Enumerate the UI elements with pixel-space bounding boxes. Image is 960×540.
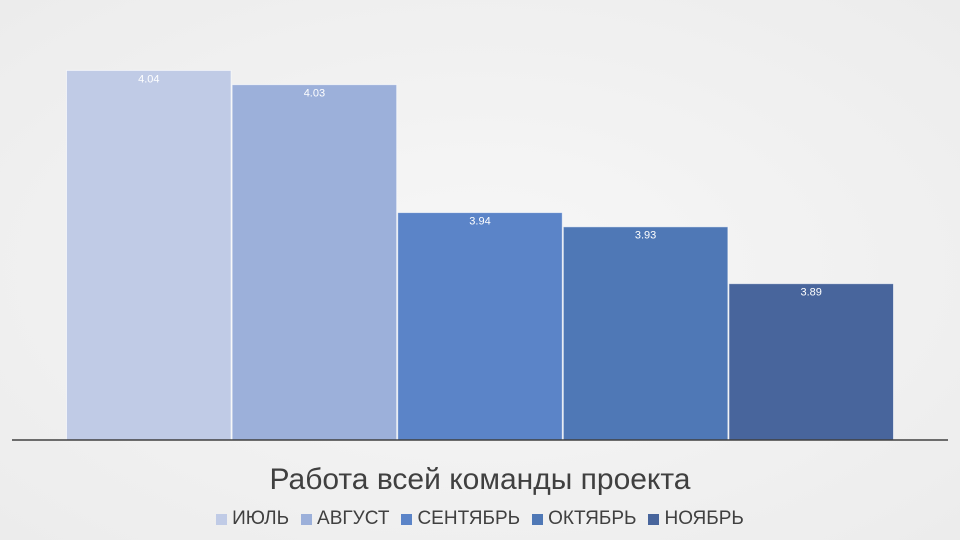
legend-item: ОКТЯБРЬ xyxy=(532,508,636,530)
legend-swatch xyxy=(648,513,660,525)
legend-label: ОКТЯБРЬ xyxy=(548,508,637,529)
legend: ИЮЛЬ АВГУСТ СЕНТЯБРЬ ОКТЯБРЬ НОЯБРЬ xyxy=(0,508,960,530)
bar xyxy=(397,212,563,441)
chart-title: Работа всей команды проекта xyxy=(270,463,691,496)
legend-swatch xyxy=(216,513,228,525)
legend-label: АВГУСТ xyxy=(317,508,390,529)
data-label: 4.03 xyxy=(304,88,325,100)
data-label: 4.04 xyxy=(138,73,159,85)
legend-label: НОЯБРЬ xyxy=(664,508,744,529)
bar xyxy=(66,69,232,441)
legend-swatch xyxy=(401,513,413,525)
legend-swatch xyxy=(301,513,313,525)
data-label: 3.89 xyxy=(800,287,821,299)
legend-item: АВГУСТ xyxy=(301,508,389,530)
legend-item: ИЮЛЬ xyxy=(216,508,289,530)
bar xyxy=(231,84,398,441)
legend-label: СЕНТЯБРЬ xyxy=(417,508,521,529)
legend-item: НОЯБРЬ xyxy=(648,508,744,530)
bar xyxy=(562,226,729,441)
legend-label: ИЮЛЬ xyxy=(232,508,290,529)
data-label: 3.93 xyxy=(635,230,656,242)
legend-item: СЕНТЯБРЬ xyxy=(401,508,520,530)
bar xyxy=(728,283,895,441)
data-label: 3.94 xyxy=(469,215,490,227)
legend-swatch xyxy=(532,513,544,525)
